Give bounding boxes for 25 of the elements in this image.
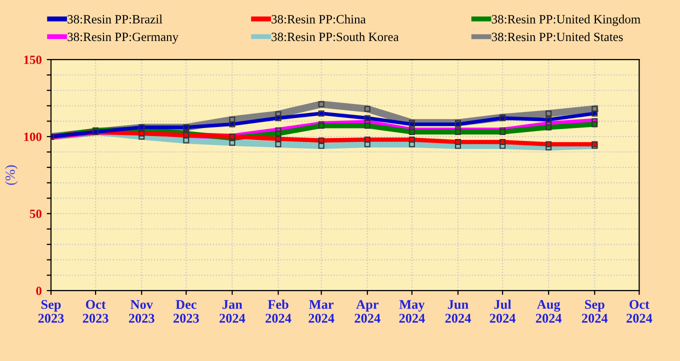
legend-label: 38:Resin PP:Germany	[68, 32, 178, 44]
legend-label: 38:Resin PP:United States	[492, 32, 623, 42]
legend-label: 38:Resin PP:Brazil	[68, 14, 162, 24]
x-tick-label: Sep 2024	[582, 300, 608, 323]
x-tick-label: Oct 2024	[626, 300, 652, 323]
y-tick-label: 0	[36, 286, 42, 296]
y-tick-label: 150	[24, 56, 42, 64]
x-tick-label: Dec 2023	[174, 300, 199, 323]
y-tick-label: 50	[30, 210, 42, 218]
x-tick-label: Oct 2023	[82, 300, 108, 323]
x-tick-label: May 2024	[399, 300, 425, 323]
legend-label: 38:Resin PP:South Korea	[272, 32, 399, 42]
x-tick-label: Apr 2024	[354, 300, 380, 323]
x-tick-label: Aug 2024	[536, 300, 562, 323]
x-tick-label: Mar 2024	[308, 300, 334, 323]
x-tick-label: Jun 2024	[445, 300, 471, 323]
legend-label: 38:Resin PP:China	[272, 14, 366, 24]
y-axis-title: (%)	[5, 165, 18, 185]
x-tick-label: Nov 2023	[128, 300, 154, 323]
x-tick-label: Feb 2024	[266, 300, 292, 323]
x-tick-label: Sep 2023	[38, 300, 64, 323]
legend-label: 38:Resin PP:United Kingdom	[492, 14, 640, 26]
x-tick-label: Jan 2024	[220, 300, 246, 323]
y-tick-label: 100	[24, 132, 42, 142]
x-tick-label: Jul 2024	[490, 300, 516, 323]
